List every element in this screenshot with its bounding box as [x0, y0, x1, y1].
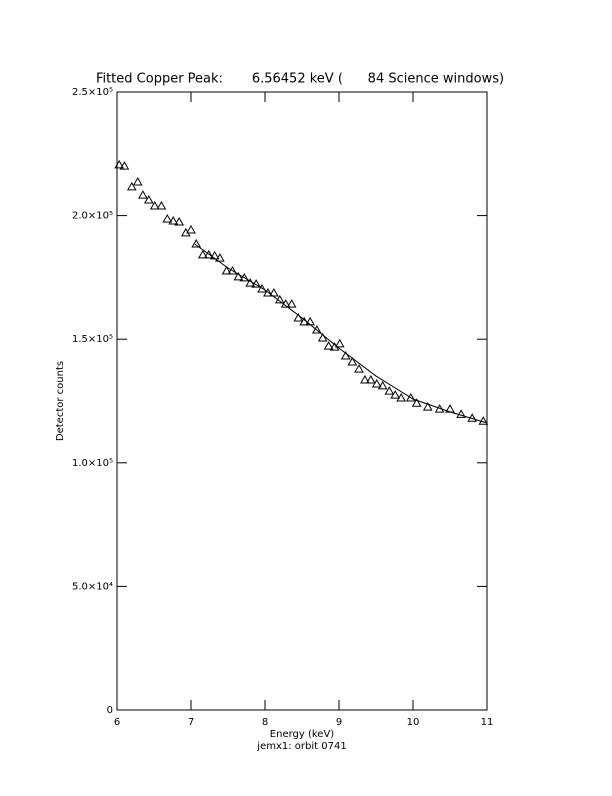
data-point	[286, 299, 297, 308]
data-point	[456, 409, 466, 418]
data-point	[323, 341, 334, 350]
data-point	[422, 402, 433, 411]
data-point	[186, 224, 196, 234]
data-point	[174, 217, 185, 226]
data-point	[197, 249, 208, 259]
y-tick-label: 2.0×10⁵	[72, 211, 113, 222]
data-point	[347, 356, 358, 366]
data-point	[354, 364, 364, 373]
y-tick-label: 0	[107, 705, 113, 716]
y-tick-label: 5.0×10⁴	[72, 581, 113, 592]
x-tick-label: 11	[481, 717, 494, 728]
data-point	[203, 249, 214, 259]
data-point	[132, 176, 143, 186]
plot-frame	[116, 91, 488, 711]
data-point	[411, 398, 422, 407]
data-point	[162, 214, 173, 223]
data-point	[396, 393, 407, 402]
data-point	[377, 380, 388, 390]
data-point	[221, 265, 232, 275]
y-tick-label: 1.5×10⁵	[72, 334, 113, 345]
chart-title: Fitted Copper Peak: 6.56452 keV ( 84 Sci…	[96, 72, 504, 87]
data-point	[263, 287, 273, 297]
data-point	[390, 390, 401, 399]
data-point	[360, 374, 370, 384]
fit-line	[194, 243, 488, 424]
y-tick-label: 1.0×10⁵	[72, 458, 113, 469]
data-point	[311, 325, 322, 334]
data-point	[257, 284, 267, 293]
data-point	[143, 195, 154, 204]
x-tick-label: 9	[336, 717, 342, 728]
x-tick-label: 6	[114, 717, 120, 728]
data-point	[168, 216, 179, 225]
data-point	[227, 265, 238, 275]
data-point	[214, 253, 225, 262]
data-point	[365, 374, 376, 384]
data-point	[384, 386, 395, 395]
x-tick-label: 7	[188, 717, 194, 728]
data-point	[191, 239, 202, 248]
data-point	[138, 190, 148, 199]
data-point	[156, 200, 167, 210]
data-point	[126, 181, 137, 191]
x-axis-label: Energy (keV)	[270, 729, 335, 740]
data-point	[293, 312, 304, 322]
data-point	[334, 338, 345, 348]
y-tick-label: 2.5×10⁵	[72, 87, 113, 98]
subtitle: jemx1: orbit 0741	[256, 741, 346, 752]
data-point	[149, 200, 160, 210]
data-point	[405, 393, 416, 402]
y-axis-label: Detector counts	[55, 361, 66, 441]
data-point	[340, 351, 351, 360]
data-point	[317, 332, 328, 342]
x-tick-label: 8	[262, 717, 268, 728]
data-point	[239, 272, 250, 282]
x-tick-label: 10	[407, 717, 420, 728]
data-point	[114, 159, 125, 169]
data-point	[371, 378, 382, 388]
data-point	[269, 287, 279, 297]
data-point	[119, 161, 130, 170]
data-point	[233, 271, 244, 281]
